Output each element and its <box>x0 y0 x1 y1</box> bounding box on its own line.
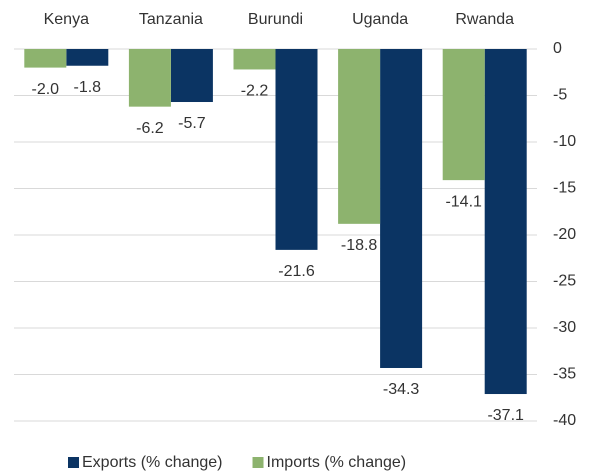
value-label: -34.3 <box>383 381 420 398</box>
value-label: -37.1 <box>487 407 524 424</box>
x-tick-label: Burundi <box>248 11 303 28</box>
y-tick-label: -20 <box>553 226 576 243</box>
legend-label: Imports (% change) <box>267 454 407 471</box>
bar <box>442 49 485 181</box>
x-tick-label: Kenya <box>44 11 89 28</box>
x-tick-label: Rwanda <box>455 11 514 28</box>
bar <box>128 49 171 107</box>
bar <box>170 49 213 103</box>
y-tick-label: -25 <box>553 273 576 290</box>
x-tick-label: Uganda <box>352 11 408 28</box>
y-tick-label: -10 <box>553 133 576 150</box>
y-tick-label: -35 <box>553 366 576 383</box>
legend-swatch <box>252 457 264 468</box>
value-label: -14.1 <box>445 193 482 210</box>
bar <box>66 49 109 66</box>
value-label: -18.8 <box>341 237 378 254</box>
y-tick-label: -15 <box>553 180 576 197</box>
bar <box>275 49 318 250</box>
legend-swatch <box>68 457 79 468</box>
y-tick-label: 0 <box>553 40 562 57</box>
value-label: -6.2 <box>136 120 164 137</box>
x-tick-label: Tanzania <box>139 11 203 28</box>
bar <box>233 49 276 70</box>
bar <box>24 49 67 68</box>
legend-label: Exports (% change) <box>82 454 223 471</box>
value-label: -2.0 <box>32 81 60 98</box>
bar <box>380 49 423 368</box>
value-label: -21.6 <box>278 263 315 280</box>
bar <box>338 49 381 224</box>
value-label: -2.2 <box>241 83 269 100</box>
bar <box>484 49 527 395</box>
y-tick-label: -30 <box>553 319 576 336</box>
y-tick-label: -40 <box>553 412 576 429</box>
y-tick-label: -5 <box>553 87 567 104</box>
value-label: -1.8 <box>74 79 102 96</box>
value-label: -5.7 <box>178 115 206 132</box>
